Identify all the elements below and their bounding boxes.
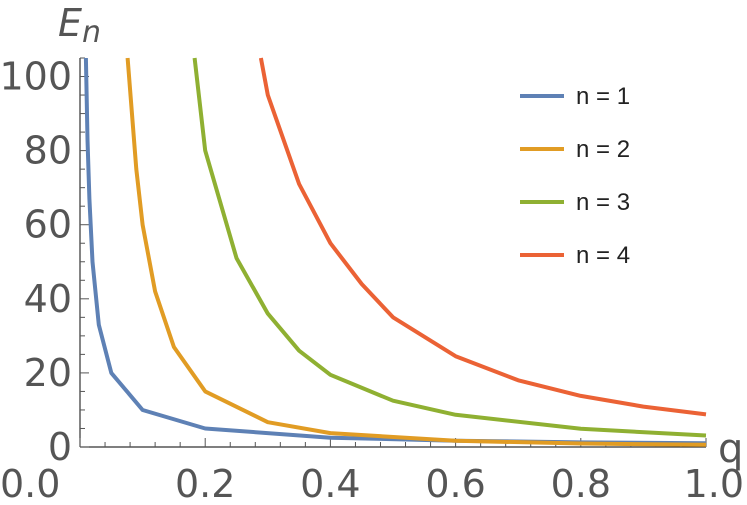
y-axis-label-sub: n bbox=[82, 15, 101, 50]
x-tick-label: 0.6 bbox=[425, 462, 485, 505]
tick-labels: 0.0 0.2 0.4 0.6 0.8 1.0 0 20 40 60 80 100 bbox=[0, 55, 744, 505]
y-axis-label: En bbox=[58, 1, 101, 50]
y-tick-label: 0 bbox=[48, 425, 72, 469]
legend-label-n3: n = 3 bbox=[576, 189, 630, 216]
legend-label-n4: n = 4 bbox=[576, 242, 630, 269]
y-tick-label: 100 bbox=[0, 55, 72, 99]
series-line-n4 bbox=[258, 57, 707, 417]
x-tick-label: 0.4 bbox=[300, 462, 360, 505]
y-tick-label: 40 bbox=[24, 277, 72, 321]
legend: n = 1 n = 2 n = 3 n = 4 bbox=[520, 83, 630, 269]
axes bbox=[79, 58, 706, 448]
x-tick-label: 0.2 bbox=[175, 462, 235, 505]
y-axis-label-main: E bbox=[58, 1, 82, 45]
x-tick-label: 0.8 bbox=[551, 462, 611, 505]
y-tick-label: 20 bbox=[24, 351, 72, 395]
x-axis-label: q bbox=[718, 426, 743, 472]
x-tick-label: 1.0 bbox=[684, 462, 744, 505]
legend-label-n2: n = 2 bbox=[576, 136, 630, 163]
y-tick-label: 60 bbox=[24, 203, 72, 247]
series-line-n2 bbox=[125, 57, 707, 447]
series-line-n3 bbox=[192, 57, 707, 438]
x-tick-label: 0.0 bbox=[0, 462, 60, 505]
legend-label-n1: n = 1 bbox=[576, 83, 630, 110]
series-group bbox=[83, 57, 707, 447]
y-tick-label: 80 bbox=[24, 129, 72, 173]
